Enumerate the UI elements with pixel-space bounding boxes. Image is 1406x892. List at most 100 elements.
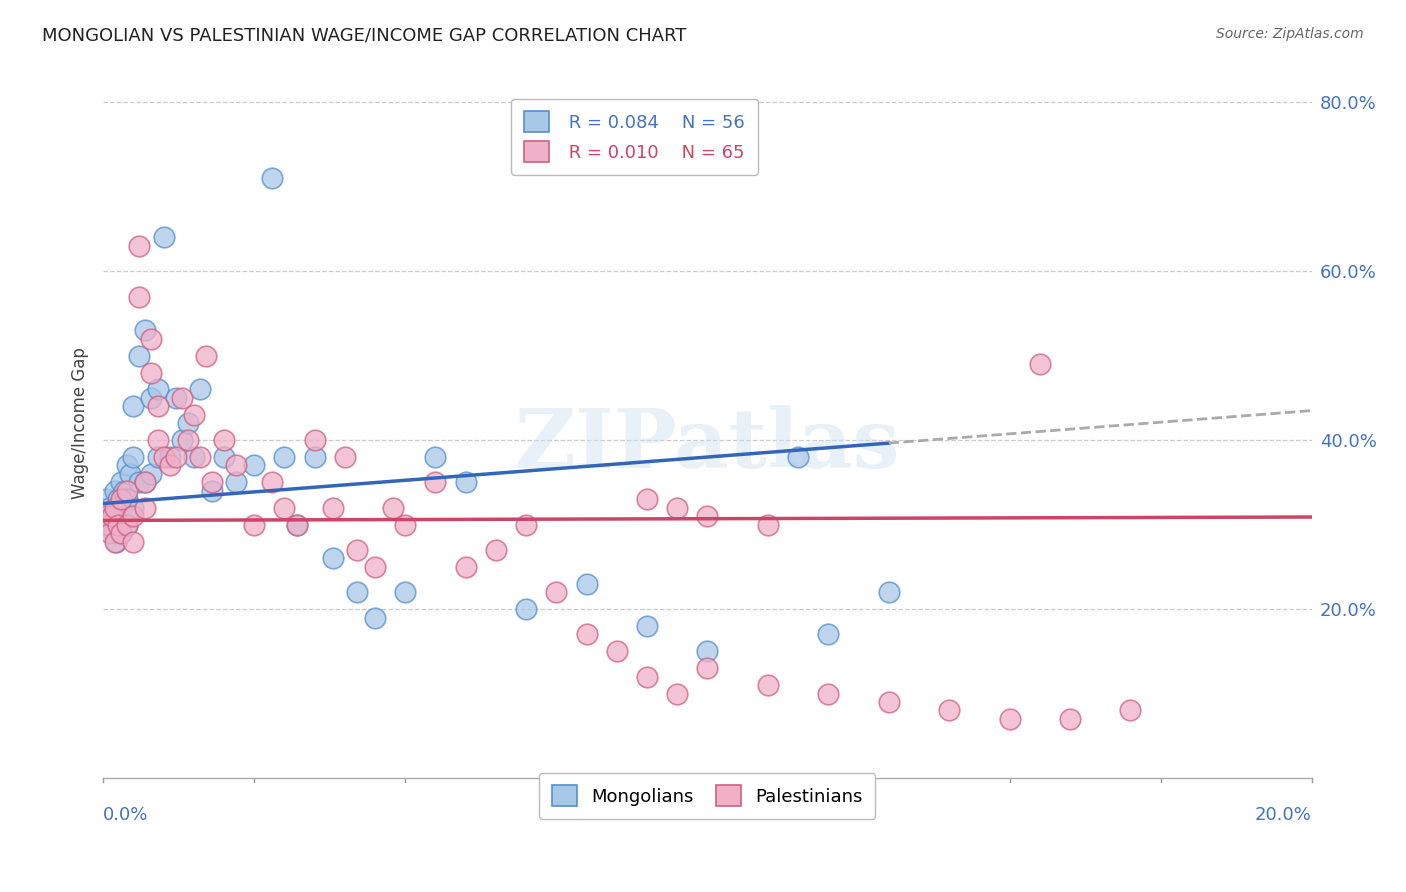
Point	[117, 517, 139, 532]
Point	[636, 670, 658, 684]
Point	[304, 433, 326, 447]
Point	[1059, 712, 1081, 726]
Text: MONGOLIAN VS PALESTINIAN WAGE/INCOME GAP CORRELATION CHART: MONGOLIAN VS PALESTINIAN WAGE/INCOME GAP…	[42, 27, 686, 45]
Point	[94, 509, 117, 524]
Point	[425, 450, 447, 464]
Point	[666, 500, 689, 515]
Point	[817, 627, 839, 641]
Point	[346, 585, 368, 599]
Point	[194, 349, 217, 363]
Point	[141, 391, 163, 405]
Point	[141, 332, 163, 346]
Point	[877, 585, 900, 599]
Legend: Mongolians, Palestinians: Mongolians, Palestinians	[540, 772, 876, 819]
Point	[112, 483, 135, 498]
Point	[110, 526, 132, 541]
Point	[546, 585, 568, 599]
Point	[94, 492, 117, 507]
Point	[938, 703, 960, 717]
Point	[146, 450, 169, 464]
Point	[575, 627, 598, 641]
Point	[122, 400, 145, 414]
Point	[117, 492, 139, 507]
Point	[243, 517, 266, 532]
Point	[364, 610, 387, 624]
Point	[122, 450, 145, 464]
Point	[183, 450, 205, 464]
Text: ZIPatlas: ZIPatlas	[515, 405, 900, 484]
Point	[756, 517, 779, 532]
Point	[152, 230, 174, 244]
Point	[122, 509, 145, 524]
Point	[105, 534, 128, 549]
Point	[285, 517, 308, 532]
Point	[104, 483, 127, 498]
Text: 20.0%: 20.0%	[1256, 806, 1312, 824]
Point	[998, 712, 1021, 726]
Y-axis label: Wage/Income Gap: Wage/Income Gap	[72, 347, 89, 500]
Point	[146, 433, 169, 447]
Point	[110, 500, 132, 515]
Point	[454, 559, 477, 574]
Point	[636, 619, 658, 633]
Point	[322, 551, 344, 566]
Point	[128, 349, 150, 363]
Point	[262, 171, 284, 186]
Point	[212, 450, 235, 464]
Point	[394, 585, 416, 599]
Point	[98, 500, 121, 515]
Point	[787, 450, 810, 464]
Point	[515, 517, 537, 532]
Point	[117, 458, 139, 473]
Point	[104, 509, 127, 524]
Point	[177, 417, 200, 431]
Point	[262, 475, 284, 490]
Text: Source: ZipAtlas.com: Source: ZipAtlas.com	[1216, 27, 1364, 41]
Point	[485, 543, 508, 558]
Point	[104, 500, 127, 515]
Text: 0.0%: 0.0%	[103, 806, 149, 824]
Point	[285, 517, 308, 532]
Point	[225, 475, 247, 490]
Point	[101, 509, 124, 524]
Point	[159, 450, 181, 464]
Point	[107, 492, 129, 507]
Point	[110, 526, 132, 541]
Point	[152, 450, 174, 464]
Point	[177, 433, 200, 447]
Point	[120, 467, 142, 481]
Point	[134, 323, 156, 337]
Point	[170, 433, 193, 447]
Point	[117, 517, 139, 532]
Point	[877, 695, 900, 709]
Point	[170, 391, 193, 405]
Point	[141, 366, 163, 380]
Point	[636, 492, 658, 507]
Point	[243, 458, 266, 473]
Point	[273, 450, 295, 464]
Point	[100, 517, 122, 532]
Point	[454, 475, 477, 490]
Point	[273, 500, 295, 515]
Point	[515, 602, 537, 616]
Point	[304, 450, 326, 464]
Point	[128, 475, 150, 490]
Point	[756, 678, 779, 692]
Point	[696, 661, 718, 675]
Point	[134, 475, 156, 490]
Point	[575, 576, 598, 591]
Point	[134, 500, 156, 515]
Point	[165, 391, 187, 405]
Point	[666, 687, 689, 701]
Point	[110, 492, 132, 507]
Point	[146, 400, 169, 414]
Point	[606, 644, 628, 658]
Point	[225, 458, 247, 473]
Point	[201, 475, 224, 490]
Point	[364, 559, 387, 574]
Point	[394, 517, 416, 532]
Point	[322, 500, 344, 515]
Point	[1119, 703, 1142, 717]
Point	[1029, 357, 1052, 371]
Point	[128, 289, 150, 303]
